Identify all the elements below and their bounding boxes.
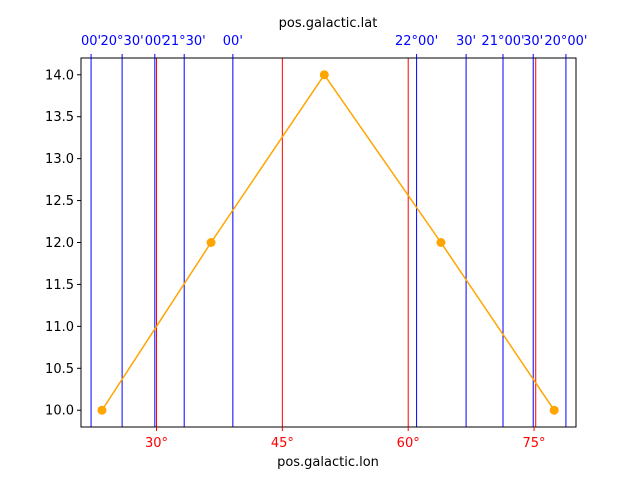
top-tick-label: 30' (523, 34, 543, 49)
x-axis-title: pos.galactic.lon (277, 455, 379, 470)
y-tick-label: 14.0 (45, 68, 74, 83)
top-tick-label: 20°00' (544, 34, 587, 49)
top-tick-label: 00' (81, 34, 101, 49)
top-tick-label: 20°30' (101, 34, 144, 49)
x-axis-bottom: 30° 45° 60° 75° (145, 427, 546, 451)
grid-lines (90, 58, 567, 427)
x-tick-label: 60° (397, 436, 420, 451)
y-tick-label: 11.5 (45, 278, 74, 293)
x-tick-label: 45° (271, 436, 294, 451)
y-tick-label: 10.5 (45, 362, 74, 377)
y-tick-label: 12.0 (45, 236, 74, 251)
y-axis: 10.0 10.5 11.0 11.5 12.0 12.5 13.0 13.5 14.0 (45, 68, 81, 419)
series-layer (97, 70, 559, 415)
y-tick-label: 11.0 (45, 320, 74, 335)
top-tick-label: 21°00' (481, 34, 524, 49)
top-tick-label: 21°30' (163, 34, 206, 49)
data-point (97, 405, 107, 415)
y-tick-label: 10.0 (45, 404, 74, 419)
data-point (206, 238, 216, 247)
y-tick-label: 13.0 (45, 152, 74, 167)
series-line (101, 73, 555, 411)
top-axis-title: pos.galactic.lat (279, 16, 378, 31)
data-point (436, 238, 446, 247)
x-tick-label: 30° (145, 436, 168, 451)
top-tick-label: 30' (456, 34, 476, 49)
x-tick-label: 75° (523, 436, 546, 451)
top-tick-label: 00' (145, 34, 165, 49)
y-tick-label: 12.5 (45, 194, 74, 209)
top-tick-label: 22°00' (395, 34, 438, 49)
y-tick-label: 13.5 (45, 110, 74, 125)
x-axis-top: 00' 20°30' 00'21°30' 00' 22°00' 30' 21°00'30' 2… (81, 34, 588, 58)
data-point (319, 70, 329, 80)
top-tick-label: 00' (223, 34, 243, 49)
data-point (549, 405, 559, 415)
